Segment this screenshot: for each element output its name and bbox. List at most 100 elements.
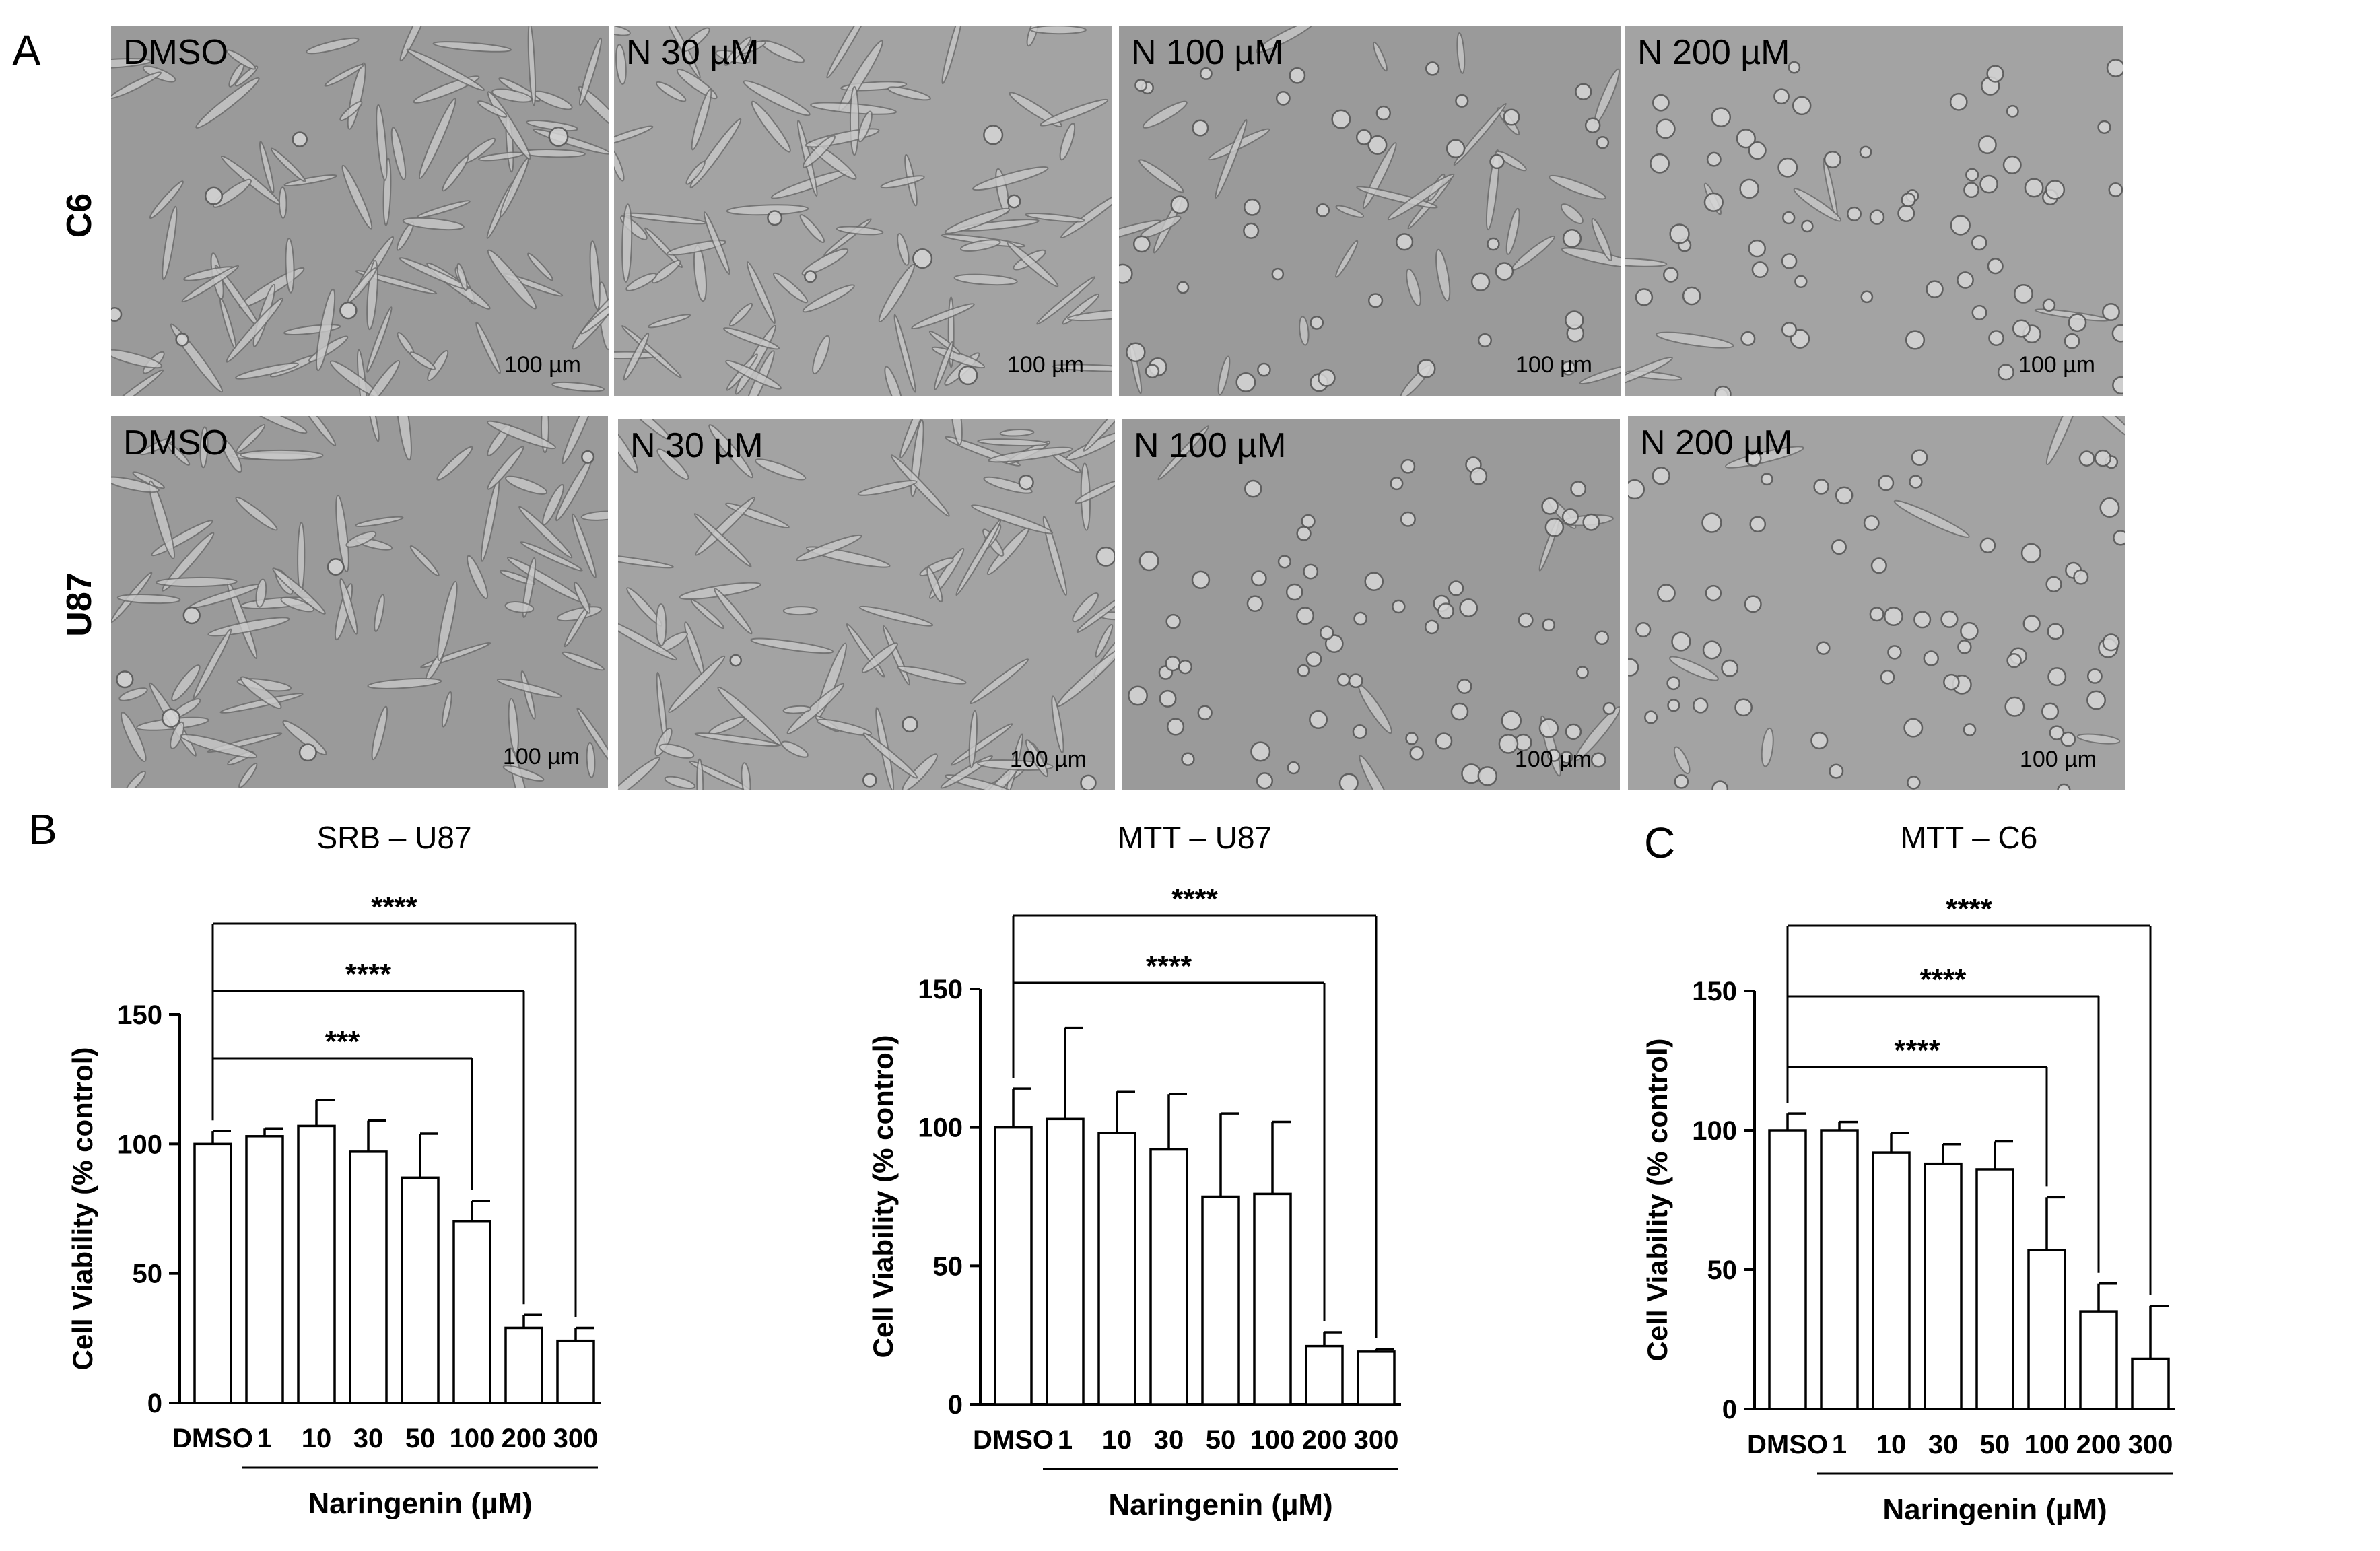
x-tick-label: 50 [405,1424,436,1453]
micrograph-c6-n200: N 200 µM 100 µm [1625,26,2123,396]
bar [297,1124,336,1404]
x-tick-label: 30 [1154,1425,1184,1455]
bar [1975,1168,2014,1410]
x-tick-label: 30 [1928,1430,1959,1459]
condition-label: N 200 µM [1637,33,1790,72]
x-tick-label: 300 [553,1424,599,1453]
x-tick-label: 1 [1832,1430,1847,1459]
micrograph-u87-dmso: DMSO 100 µm [111,416,608,788]
micrograph-texture [1628,416,2125,790]
chart-title: MTT – U87 [1118,820,1272,855]
x-tick-label: DMSO [1747,1430,1828,1459]
micrograph-texture [1625,26,2123,396]
y-tick-label: 150 [918,975,963,1004]
x-tick-label: 100 [450,1424,495,1453]
panel-letter-b: B [28,805,57,854]
y-axis-label: Cell Viability (% control) [867,1035,899,1358]
y-axis-label: Cell Viability (% control) [1641,1039,1673,1362]
chart-title: SRB – U87 [316,820,471,855]
scale-bar-label: 100 µm [502,744,580,769]
bar [1924,1162,1963,1410]
x-tick-label: 10 [1876,1430,1907,1459]
x-axis-label: Naringenin (µM) [308,1487,532,1520]
x-tick-label: 100 [1250,1425,1295,1455]
significance-label: *** [325,1025,360,1058]
x-axis-label: Naringenin (µM) [1108,1488,1332,1521]
scale-bar-label: 100 µm [2018,352,2095,378]
y-tick-label: 100 [117,1130,162,1159]
y-tick-label: 150 [117,1000,162,1030]
significance-label: **** [371,891,417,924]
significance-label: **** [1146,950,1192,983]
x-tick-label: 200 [502,1424,547,1453]
bar [452,1220,491,1404]
scale-bar-label: 100 µm [1514,747,1592,772]
micrograph-texture [618,419,1115,790]
y-tick-label: 100 [918,1113,963,1143]
bar [193,1142,232,1404]
bar [245,1135,284,1404]
condition-label: N 30 µM [626,33,759,72]
micrograph-texture [1122,419,1620,790]
condition-label: N 100 µM [1131,33,1284,72]
bar [504,1326,543,1404]
bar [1201,1195,1240,1406]
x-tick-label: 10 [302,1424,332,1453]
condition-label: N 200 µM [1640,423,1793,462]
y-tick-label: 0 [1722,1395,1737,1424]
condition-label: DMSO [123,33,228,72]
bar [994,1126,1033,1406]
bar [1357,1350,1396,1406]
scale-bar-label: 100 µm [2019,747,2097,772]
significance-label: **** [1920,963,1967,996]
condition-label: N 30 µM [630,426,763,465]
micrograph-texture [614,26,1112,396]
x-tick-label: 50 [1980,1430,2010,1459]
y-tick-label: 50 [933,1251,963,1281]
micrograph-c6-dmso: DMSO 100 µm [111,26,609,396]
micrograph-texture [1119,26,1621,396]
significance-label: **** [345,958,392,991]
micrograph-c6-n100: N 100 µM 100 µm [1119,26,1621,396]
y-tick-label: 150 [1692,977,1737,1006]
bar [2027,1249,2066,1410]
significance-label: **** [1946,893,1992,926]
x-tick-label: 30 [353,1424,384,1453]
y-tick-label: 50 [133,1260,163,1289]
x-tick-label: 1 [1058,1425,1073,1455]
x-tick-label: 300 [1354,1425,1399,1455]
x-tick-label: DMSO [973,1425,1054,1455]
micrograph-u87-n200: N 200 µM 100 µm [1628,416,2125,790]
condition-label: N 100 µM [1134,426,1287,465]
bar [1097,1132,1136,1406]
bar [401,1176,440,1404]
x-tick-label: 50 [1206,1425,1236,1455]
scale-bar-label: 100 µm [1009,747,1087,772]
x-tick-label: 10 [1102,1425,1132,1455]
panel-letter-c: C [1644,819,1676,867]
significance-label: **** [1171,883,1218,916]
row-label-u87: U87 [60,572,99,637]
bar [1149,1148,1188,1406]
bar [556,1339,595,1404]
panel-letter-a: A [12,26,41,75]
scale-bar-label: 100 µm [1515,352,1592,378]
x-tick-label: DMSO [172,1424,253,1453]
scale-bar-label: 100 µm [1007,352,1084,378]
bar [1872,1151,1911,1410]
micrograph-texture [111,26,609,396]
chart-title: MTT – C6 [1901,820,2038,855]
x-tick-label: 200 [2076,1430,2121,1459]
bar [1253,1192,1292,1406]
bar [1820,1129,1859,1410]
micrograph-u87-n30: N 30 µM 100 µm [618,419,1115,790]
x-tick-label: 1 [257,1424,272,1453]
y-axis-label: Cell Viability (% control) [67,1047,98,1371]
micrograph-c6-n30: N 30 µM 100 µm [614,26,1112,396]
y-tick-label: 50 [1707,1255,1738,1285]
x-tick-label: 200 [1302,1425,1347,1455]
y-tick-label: 0 [948,1390,963,1420]
bar [2079,1310,2118,1410]
